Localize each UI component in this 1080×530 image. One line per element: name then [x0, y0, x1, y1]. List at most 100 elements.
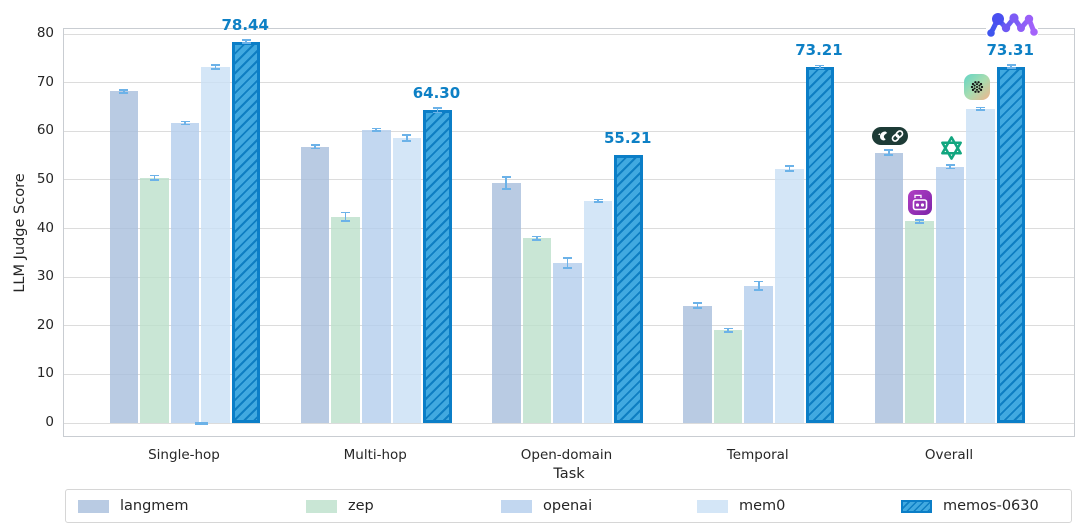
error-bar	[597, 199, 599, 202]
legend-item-mem0: mem0	[697, 490, 785, 522]
error-bar	[976, 109, 986, 112]
bar-zep-multi-hop	[331, 216, 360, 423]
error-bar	[1010, 65, 1013, 68]
value-annotation-single-hop: 78.44	[221, 15, 269, 34]
legend-item-memos-0630: memos-0630	[901, 490, 1039, 522]
error-bar	[436, 108, 439, 113]
error-bar	[914, 221, 924, 224]
error-bar	[211, 64, 221, 67]
error-bar	[314, 145, 316, 149]
bar-mem0-single-hop	[201, 67, 230, 423]
legend-label: mem0	[739, 498, 786, 514]
error-bar	[723, 327, 733, 330]
error-bar	[815, 67, 825, 70]
bar-langmem-open-domain	[492, 182, 521, 423]
bar-memos-0630-overall	[996, 66, 1026, 423]
y-tick-label: 80	[36, 25, 54, 41]
legend-label: langmem	[120, 498, 189, 514]
bar-openai-multi-hop	[361, 129, 391, 423]
error-bar	[194, 421, 208, 425]
value-annotation-open-domain: 55.21	[603, 128, 652, 147]
error-bar	[918, 219, 921, 223]
mem0-icon	[964, 74, 990, 100]
memos-logo-icon	[986, 11, 1038, 41]
bar-langmem-multi-hop	[300, 146, 330, 423]
value-annotation-temporal: 73.21	[795, 41, 843, 60]
y-tick-label: 50	[36, 170, 54, 187]
y-tick-label: 20	[36, 316, 54, 333]
error-bar	[884, 154, 894, 156]
error-bar	[432, 111, 442, 114]
error-bar	[693, 302, 703, 305]
legend-label: memos-0630	[943, 498, 1039, 514]
error-bar	[149, 179, 159, 182]
bar-memos-0630-open-domain	[614, 154, 643, 423]
gridline	[64, 422, 1074, 424]
legend-label: openai	[543, 498, 593, 514]
error-bar	[757, 281, 760, 291]
x-tick-label-overall: Overall	[924, 447, 974, 463]
error-bar	[754, 289, 764, 292]
error-bar	[979, 107, 982, 111]
legend-swatch-langmem	[78, 499, 109, 513]
error-bar	[727, 328, 729, 332]
bar-mem0-temporal	[775, 168, 804, 423]
legend-swatch-zep	[306, 499, 337, 513]
bar-langmem-temporal	[683, 305, 712, 423]
error-bar	[344, 212, 347, 222]
gridline	[64, 33, 1074, 35]
plot-area	[63, 28, 1075, 437]
langchain-icon	[872, 127, 908, 145]
bar-memos-0630-multi-hop	[423, 110, 452, 423]
openai-icon	[938, 134, 965, 162]
error-bar	[532, 235, 542, 238]
error-bar	[341, 211, 351, 214]
y-tick-label: 30	[36, 268, 54, 285]
error-bar	[241, 42, 251, 45]
bar-langmem-overall	[874, 152, 904, 423]
gridline	[64, 130, 1074, 132]
error-bar	[884, 149, 894, 152]
error-bar	[211, 68, 221, 70]
legend-swatch-mem0	[697, 499, 728, 513]
error-bar	[693, 307, 703, 310]
legend-swatch-openai	[501, 499, 532, 513]
y-tick-label: 60	[36, 122, 54, 139]
bar-openai-overall	[935, 166, 965, 423]
value-annotation-overall: 73.31	[986, 40, 1034, 59]
error-bar	[375, 128, 378, 131]
legend: langmem zep openai mem0 memos-0630	[65, 489, 1072, 523]
bar-zep-overall	[905, 221, 934, 423]
error-bar	[371, 130, 381, 132]
error-bar	[887, 150, 890, 156]
error-bar	[914, 218, 924, 221]
error-bar	[532, 239, 542, 241]
bar-memos-0630-single-hop	[231, 41, 261, 423]
error-bar	[563, 257, 572, 260]
error-bar	[501, 176, 511, 178]
bar-zep-open-domain	[522, 238, 552, 423]
bar-mem0-multi-hop	[392, 138, 422, 423]
error-bar	[815, 64, 825, 67]
error-bar	[214, 65, 217, 69]
bar-openai-open-domain	[553, 263, 582, 423]
gridline	[64, 82, 1074, 84]
error-bar	[310, 144, 320, 146]
bar-memos-0630-temporal	[805, 67, 835, 423]
error-bar	[402, 140, 412, 143]
gridline	[64, 228, 1074, 229]
error-bar	[119, 89, 129, 91]
error-bar	[563, 266, 572, 269]
x-tick-label-open-domain: Open-domain	[520, 447, 613, 463]
value-annotation-multi-hop: 64.30	[412, 84, 461, 103]
error-bar	[945, 164, 955, 166]
error-bar	[402, 133, 412, 136]
legend-item-zep: zep	[306, 490, 374, 522]
error-bar	[788, 166, 791, 172]
error-bar	[593, 198, 603, 201]
error-bar	[241, 38, 251, 41]
error-bar	[406, 134, 408, 142]
bar-mem0-open-domain	[583, 200, 613, 423]
error-bar	[153, 175, 156, 181]
